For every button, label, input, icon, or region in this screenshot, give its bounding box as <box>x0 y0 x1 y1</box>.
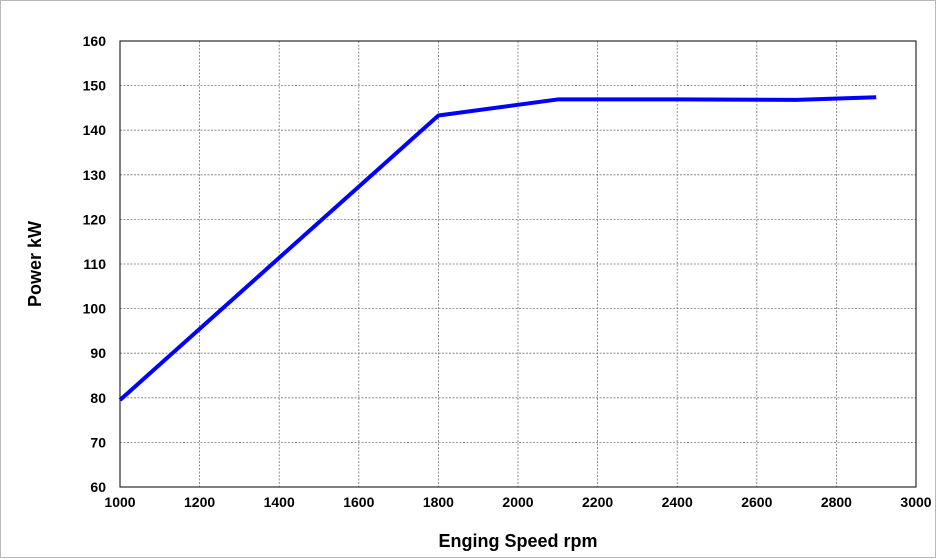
x-tick-label: 1400 <box>264 494 295 510</box>
y-tick-label: 130 <box>83 167 107 183</box>
y-tick-label: 90 <box>90 345 106 361</box>
x-tick-label: 1600 <box>343 494 374 510</box>
y-axis-title: Power kW <box>25 221 45 307</box>
series-layer <box>118 95 877 402</box>
grid-layer <box>120 41 916 487</box>
y-tick-label: 100 <box>83 301 107 317</box>
y-tick-label: 60 <box>90 479 106 495</box>
y-tick-label: 110 <box>83 256 106 272</box>
power-series-line <box>118 95 877 402</box>
plot-area <box>119 40 917 488</box>
y-tick-label: 80 <box>90 390 106 406</box>
x-tick-label: 2200 <box>582 494 613 510</box>
y-tick-label: 140 <box>83 122 107 138</box>
x-tick-label: 2000 <box>502 494 533 510</box>
x-axis-title: Enging Speed rpm <box>438 531 597 551</box>
y-tick-label: 150 <box>83 78 107 94</box>
x-tick-label: 2600 <box>741 494 772 510</box>
y-tick-label: 160 <box>83 33 107 49</box>
x-tick-label: 3000 <box>900 494 931 510</box>
y-tick-label: 70 <box>90 434 106 450</box>
x-tick-label: 1000 <box>104 494 135 510</box>
x-tick-label: 1800 <box>423 494 454 510</box>
x-tick-label: 1200 <box>184 494 215 510</box>
tick-labels: 1000 1200 1400 1600 1800 2000 2200 2400 2600 2800… <box>83 33 932 510</box>
x-tick-label: 2400 <box>662 494 693 510</box>
x-tick-label: 2800 <box>821 494 852 510</box>
y-tick-label: 120 <box>83 211 107 227</box>
